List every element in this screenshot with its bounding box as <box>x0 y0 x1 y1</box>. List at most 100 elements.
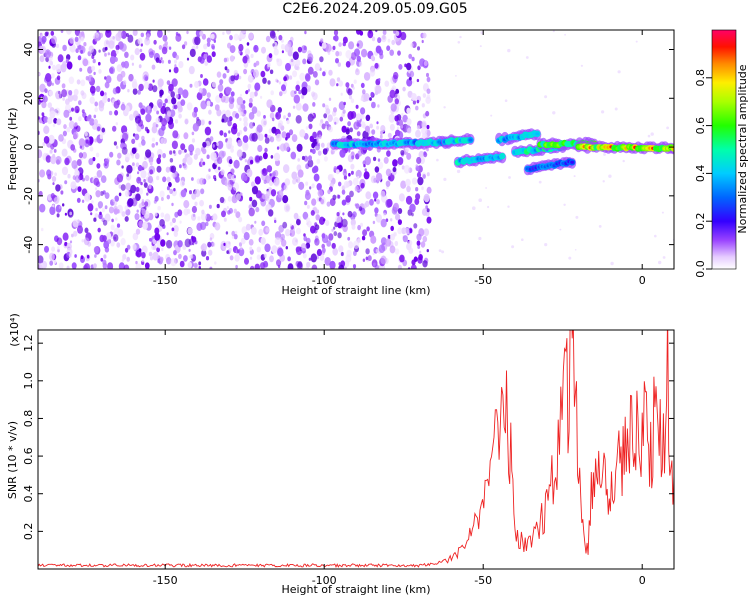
noise-dot <box>57 54 64 63</box>
noise-dot <box>327 114 333 122</box>
noise-dot <box>231 230 236 237</box>
noise-dot <box>144 201 149 207</box>
noise-dot <box>60 30 64 33</box>
noise-dot <box>602 180 605 183</box>
noise-dot <box>51 82 54 86</box>
noise-dot <box>39 55 45 63</box>
noise-dot <box>269 112 275 119</box>
noise-dot <box>335 58 339 64</box>
noise-dot <box>359 114 363 119</box>
noise-dot <box>260 262 266 269</box>
noise-dot <box>375 30 378 33</box>
noise-dot <box>43 116 49 123</box>
noise-dot <box>339 149 346 158</box>
noise-dot <box>287 256 291 262</box>
noise-dot <box>79 67 83 72</box>
noise-dot <box>365 256 369 261</box>
noise-dot <box>360 97 364 101</box>
noise-dot <box>297 158 301 162</box>
noise-dot <box>159 190 165 198</box>
noise-dot <box>126 244 131 250</box>
noise-dot <box>365 248 370 255</box>
noise-dot <box>68 120 75 129</box>
noise-dot <box>251 199 258 208</box>
noise-dot <box>351 155 355 160</box>
noise-dot <box>147 106 151 111</box>
svg-text:0.0: 0.0 <box>694 260 707 278</box>
spectrogram-x-tick: -100 <box>312 30 337 287</box>
noise-dot <box>164 98 168 104</box>
noise-dot <box>69 240 73 244</box>
noise-dot <box>94 101 98 107</box>
noise-dot <box>308 257 312 261</box>
noise-dot <box>191 138 196 143</box>
noise-dot <box>98 103 105 112</box>
noise-dot <box>80 79 86 87</box>
noise-dot <box>271 117 275 122</box>
noise-dot <box>317 150 322 156</box>
noise-dot <box>262 193 267 200</box>
noise-dot <box>376 121 379 125</box>
noise-dot <box>166 95 173 104</box>
noise-dot <box>372 191 379 199</box>
noise-dot <box>485 187 487 189</box>
noise-dot <box>242 142 249 151</box>
noise-dot <box>120 184 126 191</box>
noise-dot <box>324 120 329 127</box>
noise-dot <box>156 148 163 157</box>
noise-dot <box>43 136 50 144</box>
noise-dot <box>135 260 138 265</box>
noise-dot <box>94 34 100 42</box>
noise-dot <box>316 183 322 191</box>
noise-dot <box>211 45 215 50</box>
noise-dot <box>375 249 379 253</box>
noise-dot <box>51 35 57 45</box>
noise-dot <box>249 122 254 129</box>
noise-dot <box>245 223 251 231</box>
noise-dot <box>355 169 362 179</box>
noise-dot <box>238 43 244 52</box>
noise-dot <box>222 73 227 79</box>
noise-dot <box>68 76 75 85</box>
noise-dot <box>544 243 548 247</box>
spectral-ridge <box>453 150 507 169</box>
noise-dot <box>389 123 395 131</box>
noise-dot <box>417 46 420 51</box>
noise-dot <box>233 69 238 76</box>
noise-dot <box>194 112 198 117</box>
noise-dot <box>228 159 233 165</box>
noise-dot <box>131 147 137 154</box>
noise-dot <box>61 166 69 176</box>
noise-dot <box>391 206 398 215</box>
noise-dot <box>199 199 205 207</box>
noise-dot <box>204 126 212 136</box>
noise-dot <box>58 262 64 269</box>
noise-dot <box>347 121 351 127</box>
noise-dot <box>70 144 76 151</box>
noise-dot <box>287 41 292 48</box>
noise-dot <box>354 48 360 57</box>
noise-dot <box>373 156 377 162</box>
noise-dot <box>285 132 291 139</box>
noise-dot <box>162 176 167 183</box>
noise-dot <box>174 64 177 68</box>
noise-dot <box>393 30 397 34</box>
noise-dot <box>230 168 235 175</box>
noise-dot <box>246 42 250 46</box>
svg-text:-50: -50 <box>474 574 492 587</box>
noise-dot <box>161 46 168 55</box>
noise-dot <box>378 78 381 82</box>
noise-dot <box>168 46 172 50</box>
noise-dot <box>69 116 73 121</box>
noise-dot <box>143 182 148 188</box>
noise-dot <box>360 107 366 115</box>
noise-dot <box>169 188 174 194</box>
noise-dot <box>353 79 357 84</box>
noise-dot <box>205 256 210 261</box>
noise-dot <box>262 77 267 84</box>
noise-dot <box>132 162 135 167</box>
noise-dot <box>363 72 371 81</box>
noise-dot <box>166 186 170 191</box>
noise-dot <box>350 98 355 104</box>
noise-dot <box>391 39 396 46</box>
